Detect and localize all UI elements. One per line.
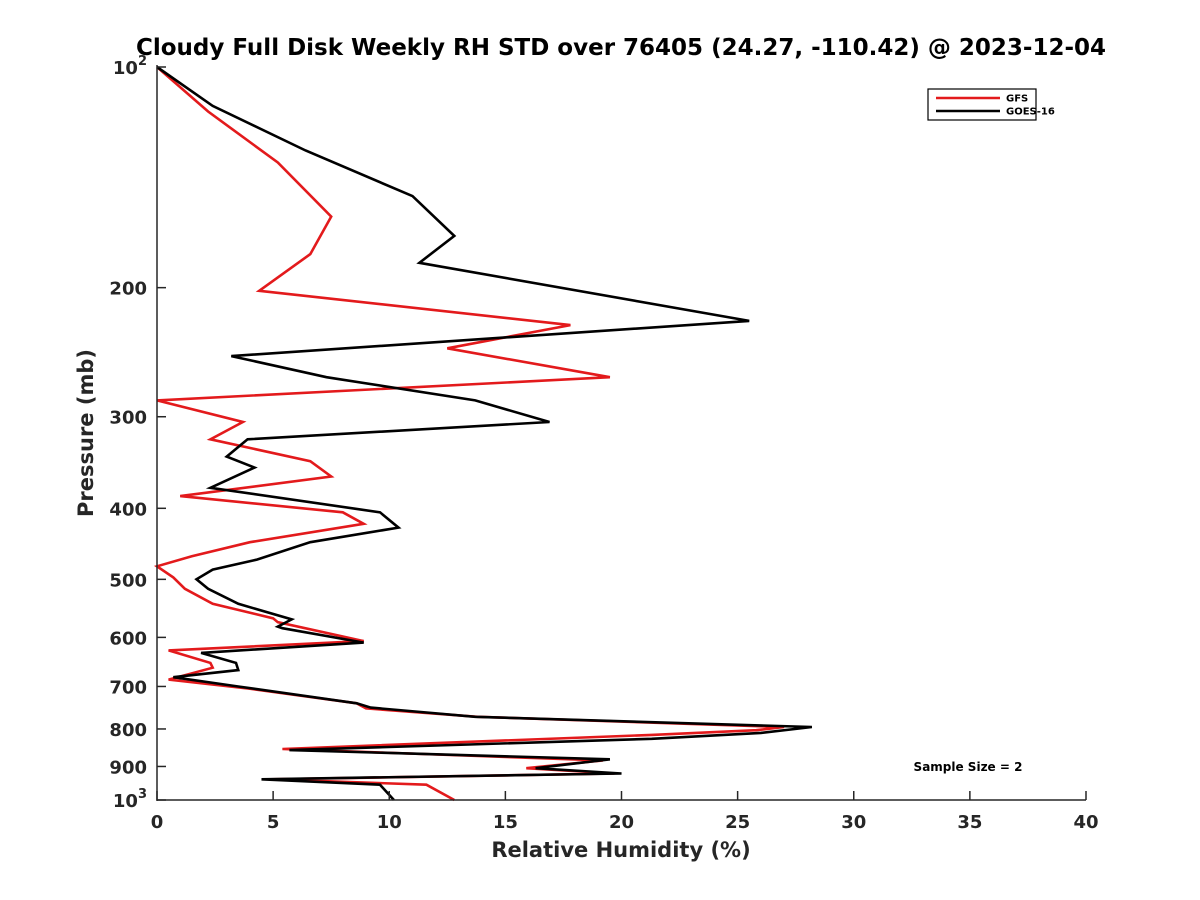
x-tick-label: 35: [957, 812, 982, 833]
series-line-gfs: [153, 66, 785, 802]
plot-series: [153, 65, 813, 802]
y-tick-label: 800: [109, 720, 147, 741]
x-tick-label: 10: [377, 812, 402, 833]
y-tick-label: 900: [109, 757, 147, 778]
y-tick-label: 200: [109, 279, 147, 300]
x-tick-label: 5: [267, 812, 280, 833]
x-tick-label: 15: [493, 812, 518, 833]
legend: GFS GOES-16: [927, 88, 1055, 121]
sample-size-note: Sample Size = 2: [914, 760, 1023, 774]
x-axis-label: Relative Humidity (%): [491, 838, 750, 862]
series-line-goes16: [156, 65, 813, 801]
chart-title: Cloudy Full Disk Weekly RH STD over 7640…: [136, 35, 1106, 61]
x-tick-label: 0: [151, 812, 164, 833]
x-tick-label: 25: [725, 812, 750, 833]
y-tick-label: 700: [109, 677, 147, 698]
y-tick-label-base: 10: [113, 791, 138, 812]
x-ticks: 0 5 10 15 20 25 30 35 40: [151, 791, 1099, 833]
axes: 0 5 10 15 20 25 30 35 40 10220030040050060070080…: [109, 54, 1098, 833]
y-tick-label: 400: [109, 499, 147, 520]
legend-label-goes16: GOES-16: [1006, 107, 1055, 118]
x-tick-label: 20: [609, 812, 634, 833]
y-tick-label: 500: [109, 570, 147, 591]
legend-label-gfs: GFS: [1006, 94, 1028, 105]
y-tick-label: 103: [113, 787, 147, 812]
y-tick-label: 102: [113, 54, 147, 79]
y-tick-label-exponent: 3: [138, 787, 147, 802]
y-axis-label: Pressure (mb): [74, 349, 98, 517]
legend-box: [927, 88, 1037, 121]
y-tick-label-exponent: 2: [138, 54, 147, 69]
x-tick-label: 30: [841, 812, 866, 833]
y-tick-label: 600: [109, 628, 147, 649]
y-tick-label-base: 10: [113, 58, 138, 79]
x-tick-label: 40: [1073, 812, 1098, 833]
y-tick-label: 300: [109, 408, 147, 429]
